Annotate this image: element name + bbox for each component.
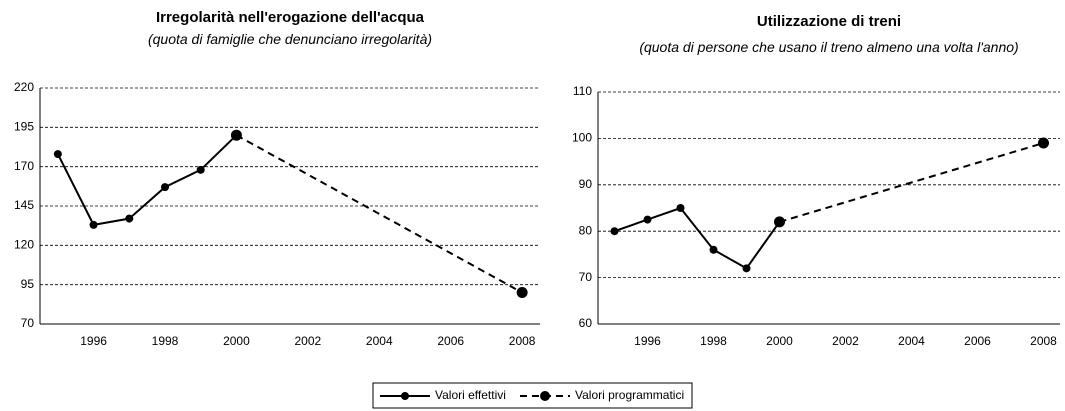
point bbox=[709, 245, 718, 254]
point bbox=[516, 287, 528, 299]
chart-subtitle: (quota di famiglie che denunciano irrego… bbox=[147, 31, 433, 47]
chart-subtitle: (quota di persone che usano il treno alm… bbox=[639, 39, 1019, 55]
line bbox=[614, 206, 781, 270]
x-tick-label: 1998 bbox=[152, 334, 179, 348]
y-tick-label: 195 bbox=[14, 120, 34, 134]
point bbox=[230, 129, 242, 141]
x-tick-label: 1996 bbox=[80, 334, 107, 348]
line bbox=[56, 134, 238, 226]
point bbox=[742, 264, 751, 273]
legend-label: Valori programmatici bbox=[575, 388, 684, 402]
point bbox=[161, 183, 169, 192]
legend-label: Valori effettivi bbox=[435, 388, 506, 402]
y-tick-label: 170 bbox=[14, 159, 34, 173]
x-tick-label: 2008 bbox=[1030, 334, 1057, 348]
legend-box bbox=[372, 382, 693, 409]
point bbox=[610, 227, 619, 236]
x-tick-label: 2002 bbox=[295, 334, 322, 348]
x-tick-label: 2006 bbox=[437, 334, 464, 348]
y-tick-label: 80 bbox=[579, 223, 593, 237]
y-tick-label: 90 bbox=[579, 177, 593, 191]
y-tick-label: 110 bbox=[573, 84, 592, 98]
point bbox=[89, 220, 98, 229]
line bbox=[235, 134, 523, 294]
x-tick-label: 2004 bbox=[898, 334, 925, 348]
point bbox=[53, 150, 62, 159]
y-tick-label: 60 bbox=[579, 316, 593, 330]
x-tick-label: 2002 bbox=[832, 334, 859, 348]
y-tick-label: 70 bbox=[21, 316, 35, 330]
point bbox=[1038, 137, 1049, 149]
chart-title: Irregolarità nell'erogazione dell'acqua bbox=[155, 9, 425, 26]
point bbox=[774, 216, 785, 228]
line bbox=[779, 142, 1044, 223]
y-tick-label: 220 bbox=[14, 80, 34, 94]
x-tick-label: 2006 bbox=[964, 334, 991, 348]
y-tick-label: 100 bbox=[572, 131, 592, 145]
x-tick-label: 2004 bbox=[366, 334, 393, 348]
x-tick-label: 2008 bbox=[509, 334, 536, 348]
chart-title: Utilizzazione di treni bbox=[756, 13, 902, 30]
legend-marker bbox=[540, 391, 550, 401]
x-tick-label: 2000 bbox=[766, 334, 793, 348]
y-tick-label: 120 bbox=[14, 238, 34, 252]
x-tick-label: 1996 bbox=[634, 334, 661, 348]
y-tick-label: 70 bbox=[579, 270, 593, 284]
point bbox=[125, 214, 134, 223]
y-tick-label: 95 bbox=[21, 277, 35, 291]
legend-marker bbox=[401, 392, 409, 400]
point bbox=[643, 215, 652, 224]
y-tick-label: 145 bbox=[14, 198, 34, 212]
x-tick-label: 1998 bbox=[700, 334, 727, 348]
x-tick-label: 2000 bbox=[223, 334, 250, 348]
point bbox=[676, 204, 685, 212]
point bbox=[196, 165, 205, 174]
